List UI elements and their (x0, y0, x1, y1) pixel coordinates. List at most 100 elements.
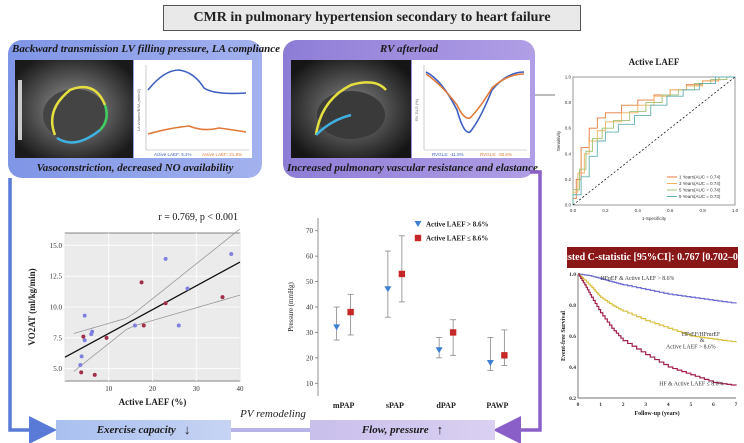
panel-right-caption: Increased pulmonary vascular resistance … (287, 162, 538, 174)
rv-gls-curve: RV GLS (%) RVGLS: -11.5% RVGLS: -20.5% (412, 60, 530, 158)
scatter-xlabel: Active LAEF (%) (119, 397, 187, 407)
km-ytick-label: 0.2 (569, 396, 576, 402)
roc-curve (572, 76, 735, 205)
panel-left-caption: Vasoconstriction, decreased NO availabil… (36, 162, 234, 174)
pressure-category-label: PAWP (486, 401, 508, 410)
scatter-ci-lower (73, 294, 241, 372)
roc-xtick-label: 0.8 (699, 208, 706, 213)
roc-ytick-label: 0.2 (565, 177, 572, 182)
km-xtick-label: 5 (689, 402, 692, 408)
roc-chart: Active LAEF 0.0 0.2 0.4 0.6 0.8 1.0 0.0 0.2 0.4 0.… (555, 55, 740, 240)
scatter-annotation: r = 0.769, p < 0.001 (158, 212, 238, 223)
pressure-marker-triangle (435, 347, 443, 354)
flow-pressure-label: Flow, pressure (361, 424, 429, 436)
km-xlabel: Follow-up (years) (634, 410, 679, 417)
mri-rv-image (291, 60, 411, 158)
pressure-marker-square (398, 270, 406, 278)
km-curve-label: & (700, 338, 705, 344)
scatter-xtick-label: 40 (237, 385, 245, 393)
pressure-marker-triangle (384, 286, 392, 293)
scatter-point (141, 323, 146, 328)
roc-xtick-label: 0.4 (635, 208, 642, 213)
la-legend-1: Active LAEF: 5.1% (154, 152, 192, 157)
roc-ylabel: Sensitivity (556, 130, 561, 151)
pressure-legend-label: Active LAEF ≤ 8.6% (426, 235, 488, 243)
km-xtick-label: 2 (622, 402, 625, 408)
scatter-point (176, 323, 181, 328)
km-ytick-label: 0.8 (569, 303, 576, 309)
down-arrow-icon: ↓ (183, 422, 191, 437)
roc-legend-label: 5 Years(AUC = 0.74) (679, 188, 721, 193)
scatter-ytick-label: 12.5 (50, 273, 63, 281)
roc-frame (572, 76, 736, 206)
c-statistic-banner: Adjusted C-statistic [95%CI]: 0.767 [0.7… (546, 247, 744, 268)
pressure-marker-triangle (333, 324, 341, 331)
km-curve-label: HFpEF & Active LAEF > 8.6% (601, 276, 675, 282)
scatter-point (139, 280, 144, 285)
la-volume-curve: LA volume/BSA (ml/m2) Active LAEF: 5.1% … (134, 60, 252, 158)
pressure-category-label: sPAP (386, 401, 404, 410)
roc-legend-label: 3 Years(AUC = 0.74) (679, 181, 721, 186)
scatter-xtick-label: 30 (193, 385, 201, 393)
panel-right-title: RV afterload (380, 43, 438, 55)
scatter-xtick-label: 20 (149, 385, 157, 393)
pressure-ylabel: Pressure (mmHg) (287, 282, 295, 332)
scatter-ytick-label: 10.0 (50, 304, 63, 312)
km-xtick-label: 0 (577, 402, 580, 408)
roc-xtick-label: 1.0 (732, 208, 739, 213)
roc-xlabel: 1-Specificity (642, 216, 667, 221)
pressure-ytick-label: 50 (306, 278, 314, 286)
la-legend-2: Active LAEF: 21.8% (202, 152, 242, 157)
pressure-ytick-label: 70 (306, 227, 314, 235)
pressure-category-label: mPAP (333, 401, 355, 410)
exercise-capacity-box: Exercise capacity ↓ (56, 420, 231, 440)
roc-ytick-label: 0.0 (565, 203, 572, 208)
roc-reference-line (572, 76, 736, 206)
km-survival-curve (578, 273, 737, 304)
roc-xtick-label: 0.2 (602, 208, 609, 213)
pressure-marker-square (347, 308, 354, 316)
pressure-legend-label: Active LAEF > 8.6% (426, 221, 488, 229)
scatter-point (82, 313, 87, 318)
scatter-point (78, 362, 83, 367)
pressure-marker-triangle (486, 359, 494, 366)
km-curve-label: HF & Active LAEF ≤ 8.6% (659, 382, 723, 388)
scatter-point (79, 354, 84, 359)
rv-inset-ylabel: RV GLS (%) (414, 98, 419, 121)
km-ytick-label: 0.4 (569, 365, 576, 371)
km-curve-label: HFrEF/HFmrEF (682, 332, 721, 338)
km-survival-curve (578, 273, 737, 343)
roc-xtick-label: 0.0 (570, 208, 577, 213)
scatter-point (185, 286, 190, 291)
km-ytick-label: 0.6 (569, 334, 576, 340)
up-arrow-icon: ↑ (436, 422, 444, 437)
roc-title: Active LAEF (629, 57, 680, 67)
pressure-legend-triangle (414, 221, 422, 227)
roc-curve (572, 76, 735, 205)
scatter-point (220, 295, 225, 300)
scatter-point (79, 370, 84, 375)
pressure-ytick-label: 40 (306, 304, 314, 312)
km-xtick-label: 6 (712, 402, 715, 408)
scatter-ytick-label: 5.0 (53, 365, 62, 373)
roc-ytick-label: 1.0 (565, 75, 572, 80)
exercise-capacity-label: Exercise capacity (96, 424, 176, 436)
pressure-category-label: dPAP (436, 401, 456, 410)
pressure-ytick-label: 60 (306, 253, 314, 261)
la-inset-ylabel: LA volume/BSA (ml/m2) (136, 88, 141, 131)
panel-left-title: Backward transmission LV filling pressur… (12, 43, 281, 55)
rv-legend-1: RVGLS: -11.5% (432, 152, 464, 157)
km-xtick-label: 3 (644, 402, 647, 408)
scatter-xtick-label: 10 (105, 385, 113, 393)
scatter-point (229, 251, 234, 256)
roc-legend-label: 1 Years(AUC = 0.74) (679, 175, 721, 180)
roc-ytick-label: 0.4 (565, 151, 572, 156)
pressure-ytick-label: 30 (306, 329, 314, 337)
rv-legend-2: RVGLS: -20.5% (480, 152, 512, 157)
km-xtick-label: 4 (667, 402, 670, 408)
scatter-point (163, 301, 168, 306)
scatter-ytick-label: 7.5 (53, 334, 62, 342)
km-ylabel: Event-free Survival (561, 311, 567, 361)
km-xtick-label: 7 (735, 402, 738, 408)
